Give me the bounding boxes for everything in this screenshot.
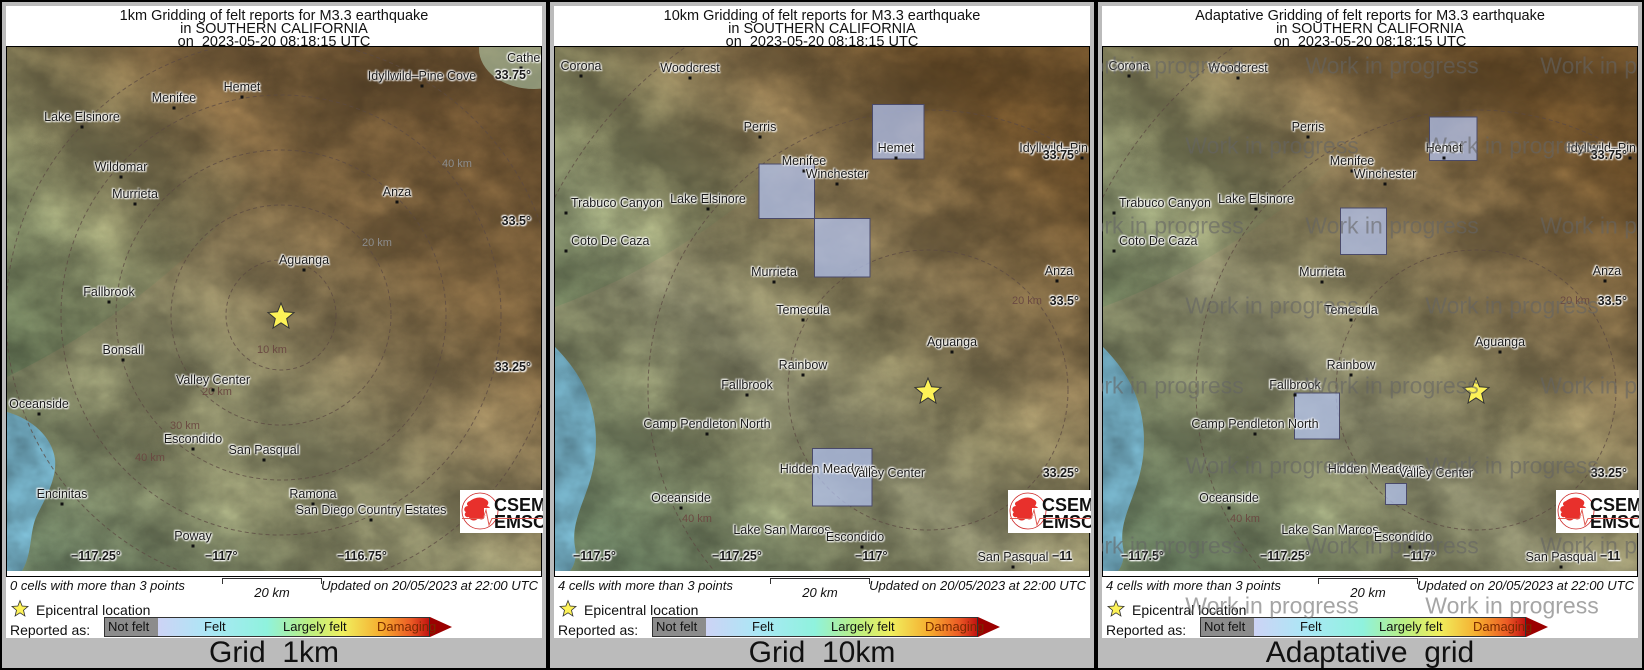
svg-text:30 km: 30 km	[170, 420, 200, 432]
svg-text:40 km: 40 km	[135, 452, 165, 464]
svg-text:40 km: 40 km	[442, 158, 472, 170]
svg-text:Not felt: Not felt	[108, 619, 150, 634]
svg-text:Not felt: Not felt	[656, 619, 698, 634]
svg-text:Felt: Felt	[1300, 619, 1322, 634]
svg-text:20 km: 20 km	[1560, 295, 1590, 307]
svg-text:40 km: 40 km	[682, 513, 712, 525]
svg-text:Damaging: Damaging	[377, 619, 436, 634]
svg-text:EMSC: EMSC	[1590, 512, 1639, 532]
svg-text:Largely felt: Largely felt	[1379, 619, 1443, 634]
svg-text:Damaging: Damaging	[1473, 619, 1532, 634]
svg-text:EMSC: EMSC	[494, 512, 543, 532]
svg-text:Not felt: Not felt	[1204, 619, 1246, 634]
svg-text:10 km: 10 km	[257, 344, 287, 356]
svg-text:Largely felt: Largely felt	[283, 619, 347, 634]
svg-text:20 km: 20 km	[362, 237, 392, 249]
svg-text:Damaging: Damaging	[925, 619, 984, 634]
svg-text:40 km: 40 km	[1230, 513, 1260, 525]
svg-text:Felt: Felt	[752, 619, 774, 634]
svg-text:Largely felt: Largely felt	[831, 619, 895, 634]
svg-text:20 km: 20 km	[202, 386, 232, 398]
svg-text:20 km: 20 km	[1012, 295, 1042, 307]
svg-text:EMSC: EMSC	[1042, 512, 1091, 532]
svg-text:Felt: Felt	[204, 619, 226, 634]
